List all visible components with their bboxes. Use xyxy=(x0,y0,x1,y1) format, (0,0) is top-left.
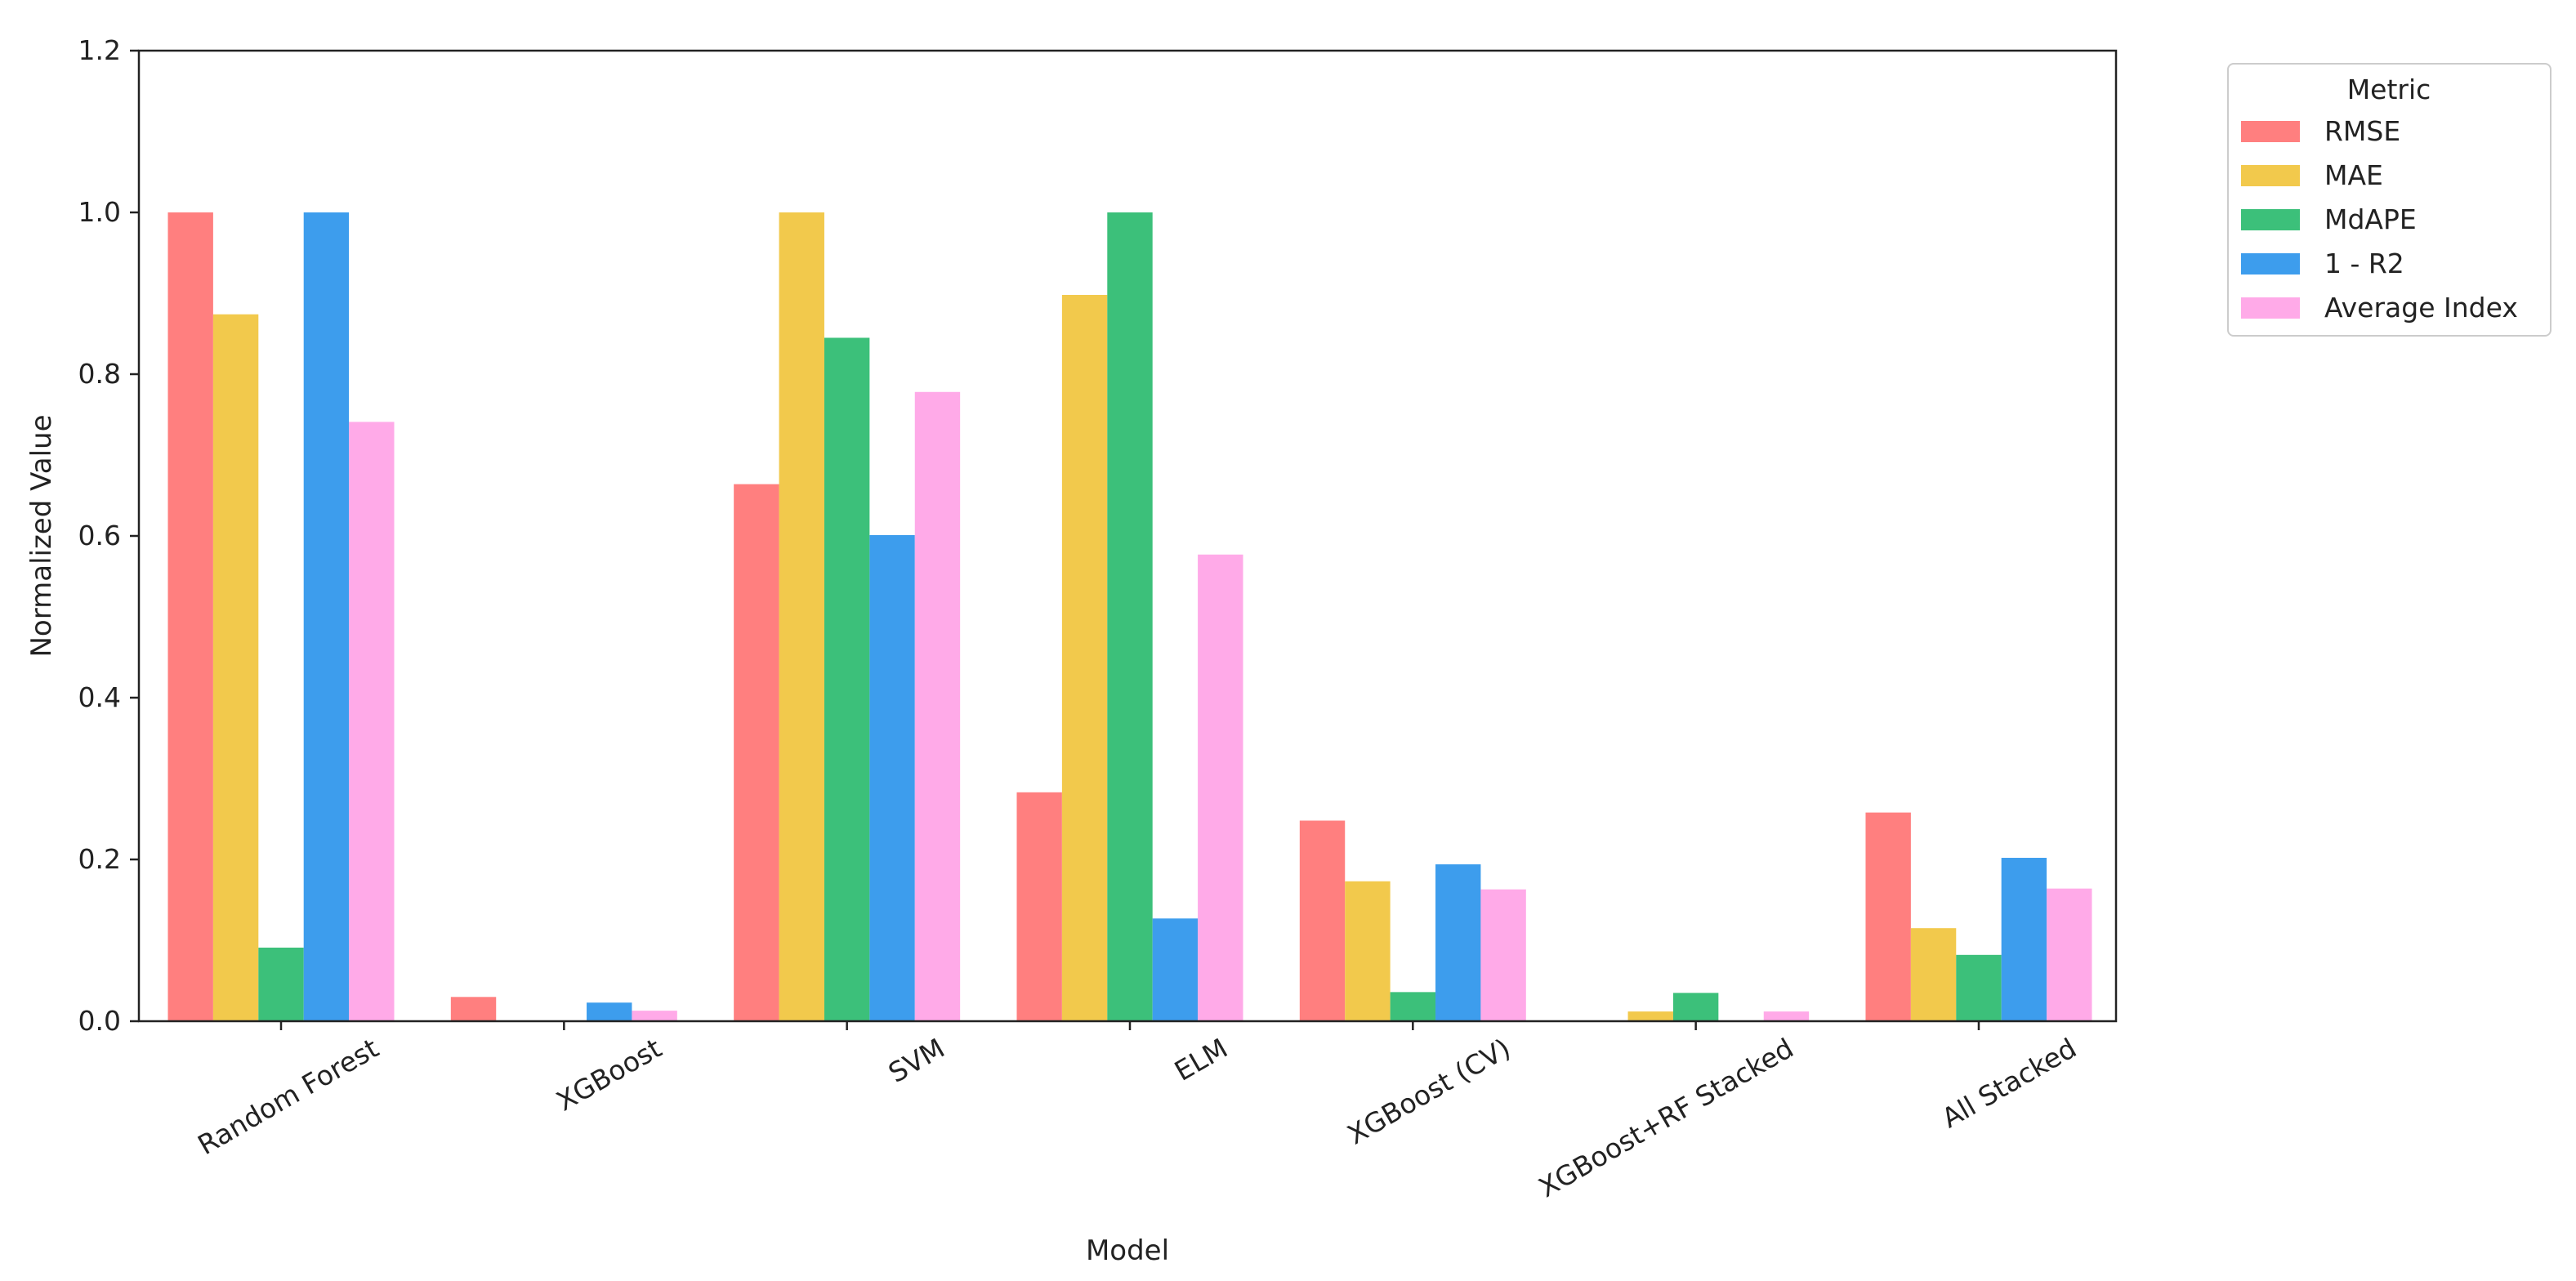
bar-rmse-random-forest xyxy=(167,212,213,1021)
legend-box xyxy=(2227,63,2551,337)
bar-rmse-all-stacked xyxy=(1865,812,1911,1021)
bar-mdape-xgboost-cv- xyxy=(1390,992,1436,1021)
bar-average-index-svm xyxy=(914,391,961,1021)
legend-swatch xyxy=(2241,121,2300,142)
x-tick-label: XGBoost xyxy=(551,1032,667,1117)
legend-entries: RMSE MAE MdAPE 1 - R2 Average Index xyxy=(2241,115,2518,324)
legend-swatch xyxy=(2241,165,2300,186)
x-tick-label: All Stacked xyxy=(1936,1032,2082,1134)
legend-label: RMSE xyxy=(2324,115,2400,147)
legend-label: 1 - R2 xyxy=(2324,248,2404,279)
bar-mae-svm xyxy=(779,212,824,1021)
x-axis-label: Model xyxy=(1086,1234,1169,1267)
bar-1-r2-random-forest xyxy=(303,212,350,1021)
legend-title: Metric xyxy=(2347,74,2431,105)
y-tick-label: 0.4 xyxy=(78,681,121,713)
legend-label: MdAPE xyxy=(2324,203,2417,235)
legend-swatch xyxy=(2241,253,2300,274)
bar-1-r2-xgboost xyxy=(587,1002,632,1021)
x-tick-label: SVM xyxy=(883,1032,950,1089)
bar-average-index-xgboost xyxy=(632,1011,677,1021)
bar-average-index-xgboost-cv- xyxy=(1480,889,1526,1021)
bar-1-r2-svm xyxy=(869,535,915,1021)
bar-rmse-svm xyxy=(734,484,779,1021)
bar-mae-all-stacked xyxy=(1910,928,1957,1021)
y-axis: 0.0 0.2 0.4 0.6 0.8 1.0 1.2 xyxy=(78,34,139,1037)
bar-mdape-random-forest xyxy=(258,947,304,1021)
bar-mdape-svm xyxy=(824,337,870,1021)
bar-mae-xgboost-rf-stacked xyxy=(1627,1011,1673,1021)
y-tick-label: 1.2 xyxy=(78,34,121,66)
bar-1-r2-xgboost-cv- xyxy=(1435,864,1481,1021)
bar-mdape-elm xyxy=(1107,212,1153,1021)
x-axis: Random Forest XGBoost SVM ELM XGBoost (CV) XG… xyxy=(192,1021,2082,1203)
legend-label: MAE xyxy=(2324,159,2383,191)
bar-mdape-all-stacked xyxy=(1956,954,2002,1021)
bar-mae-elm xyxy=(1061,294,1108,1022)
legend-label: Average Index xyxy=(2324,292,2518,324)
y-tick-label: 0.6 xyxy=(78,520,121,551)
legend: Metric RMSE MAE MdAPE 1 - R2 Average Index xyxy=(2227,63,2551,337)
x-tick-label: XGBoost (CV) xyxy=(1342,1032,1516,1150)
legend-swatch xyxy=(2241,209,2300,230)
y-tick-label: 0.2 xyxy=(78,843,121,875)
bar-average-index-all-stacked xyxy=(2047,888,2092,1021)
bar-average-index-elm xyxy=(1198,554,1243,1021)
bar-average-index-random-forest xyxy=(349,422,395,1021)
bar-mdape-xgboost-rf-stacked xyxy=(1672,993,1719,1021)
y-tick-label: 1.0 xyxy=(78,196,121,228)
bar-rmse-xgboost xyxy=(450,997,497,1021)
bars-group xyxy=(167,212,2092,1022)
bar-1-r2-all-stacked xyxy=(2001,858,2047,1021)
y-axis-label: Normalized Value xyxy=(25,415,58,658)
x-tick-label: ELM xyxy=(1169,1032,1233,1087)
bar-1-r2-elm xyxy=(1152,918,1199,1021)
x-tick-label: Random Forest xyxy=(192,1032,384,1161)
bar-mae-random-forest xyxy=(212,314,259,1021)
legend-swatch xyxy=(2241,297,2300,319)
x-tick-label: XGBoost+RF Stacked xyxy=(1534,1032,1799,1203)
bar-mae-xgboost-cv- xyxy=(1345,881,1391,1021)
bar-rmse-elm xyxy=(1016,792,1062,1021)
bar-average-index-xgboost-rf-stacked xyxy=(1763,1011,1810,1021)
bar-rmse-xgboost-cv- xyxy=(1299,820,1346,1021)
y-tick-label: 0.8 xyxy=(78,358,121,390)
y-tick-label: 0.0 xyxy=(78,1005,121,1037)
